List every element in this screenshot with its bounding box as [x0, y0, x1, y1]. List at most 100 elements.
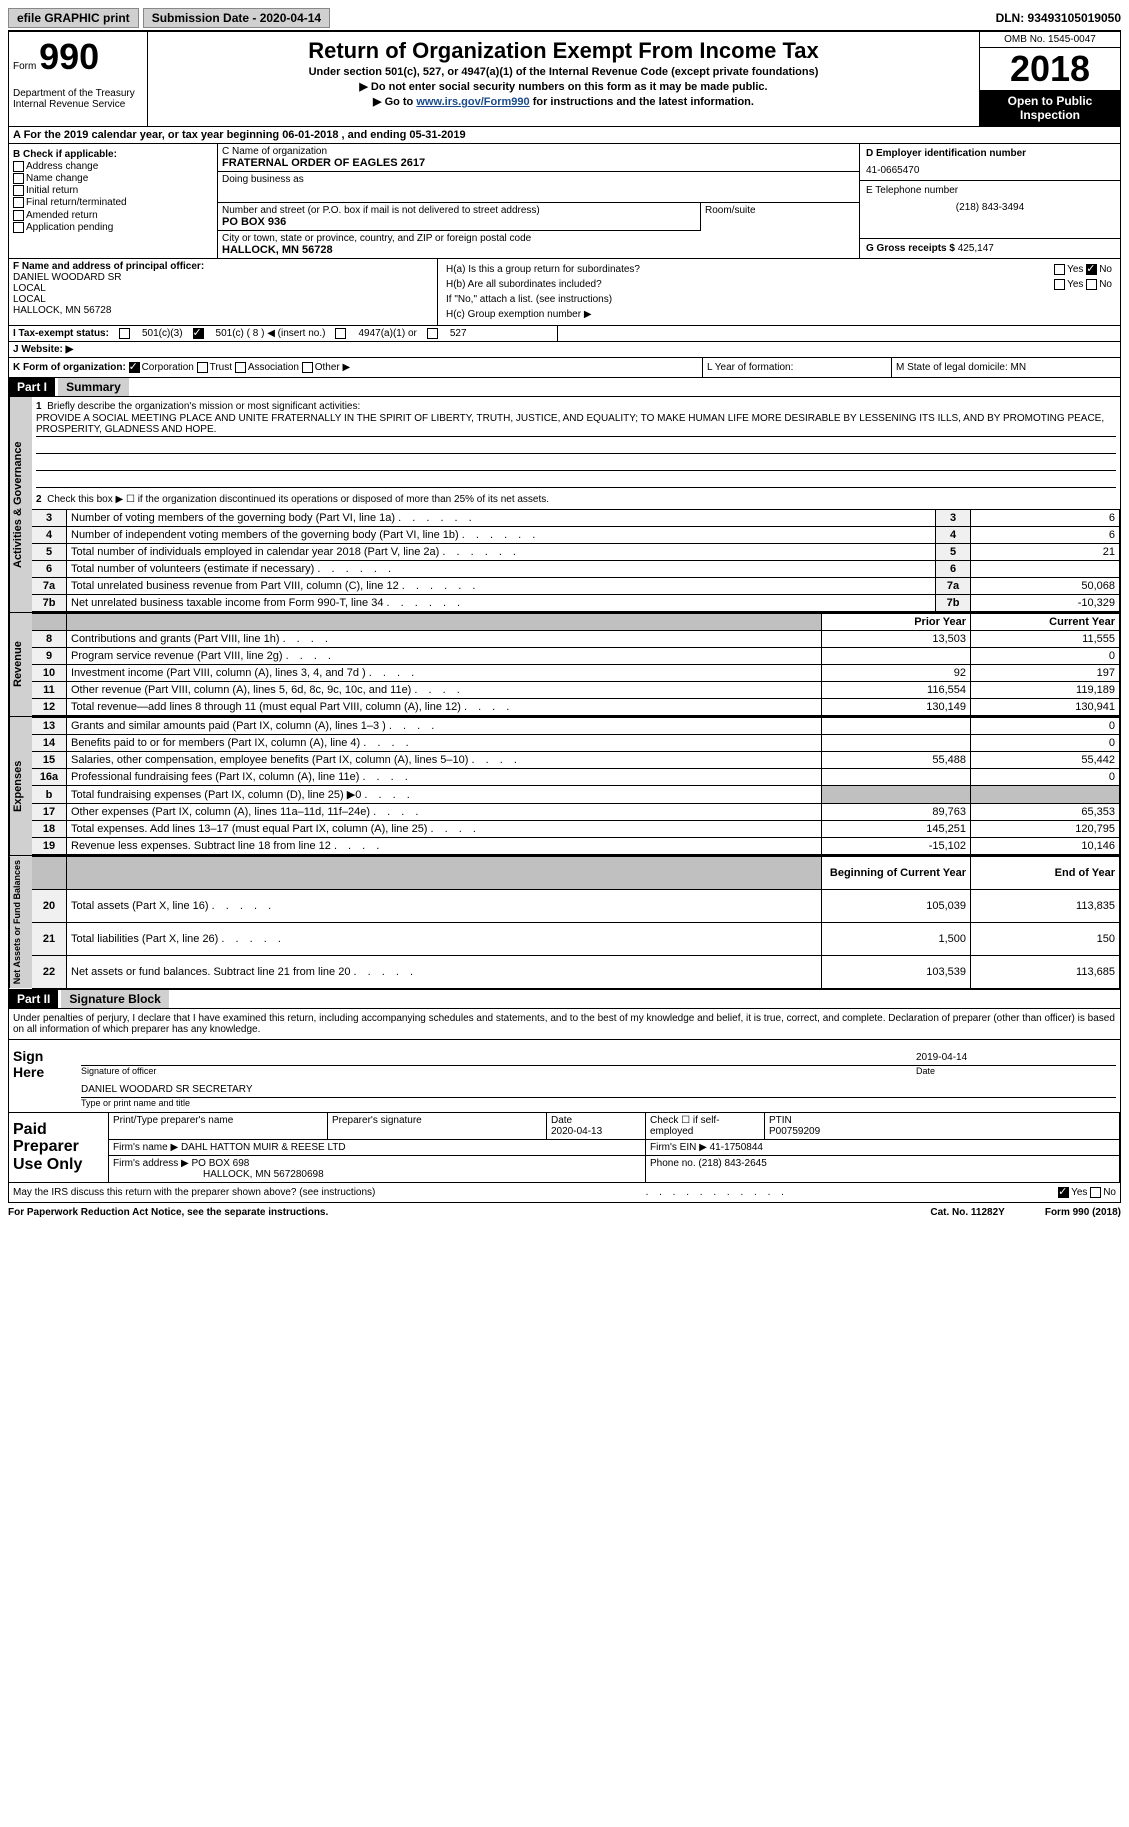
chk-initial[interactable] — [13, 185, 24, 196]
part1-title: Summary — [58, 378, 129, 396]
firm-phone: (218) 843-2645 — [698, 1158, 766, 1169]
tel-value: (218) 843-3494 — [866, 202, 1114, 213]
c-name-label: C Name of organization — [222, 146, 855, 157]
hb-no[interactable] — [1086, 279, 1097, 290]
dba-label: Doing business as — [222, 174, 855, 185]
efile-print-btn[interactable]: efile GRAPHIC print — [8, 8, 139, 28]
side-net-assets: Net Assets or Fund Balances — [9, 856, 32, 988]
prep-sig-label: Preparer's signature — [328, 1113, 547, 1140]
ptin-value: P00759209 — [769, 1126, 820, 1137]
chk-527[interactable] — [427, 328, 438, 339]
officer-name-title: DANIEL WOODARD SR SECRETARY — [81, 1084, 253, 1095]
i-label: I Tax-exempt status: — [13, 328, 109, 339]
mission-text: PROVIDE A SOCIAL MEETING PLACE AND UNITE… — [36, 412, 1116, 437]
header-sub2: ▶ Do not enter social security numbers o… — [156, 80, 971, 93]
sig-date-val: 2019-04-14 — [916, 1052, 1116, 1063]
governance-table: 3Number of voting members of the governi… — [32, 509, 1120, 612]
side-expenses: Expenses — [9, 717, 32, 855]
m-state-domicile: M State of legal domicile: MN — [891, 358, 1120, 377]
row-a-tax-year: A For the 2019 calendar year, or tax yea… — [8, 127, 1121, 144]
officer-name: DANIEL WOODARD SR — [13, 272, 433, 283]
header-sub3: ▶ Go to www.irs.gov/Form990 for instruct… — [156, 95, 971, 108]
q1-label: Briefly describe the organization's miss… — [47, 401, 360, 412]
q2-label: Check this box ▶ ☐ if the organization d… — [47, 494, 549, 505]
chk-amended[interactable] — [13, 210, 24, 221]
net-assets-table: Beginning of Current YearEnd of Year20To… — [32, 856, 1120, 988]
cat-number: Cat. No. 11282Y — [930, 1207, 1004, 1218]
form-number: 990 — [39, 36, 99, 77]
ha-no[interactable] — [1086, 264, 1097, 275]
expenses-table: 13Grants and similar amounts paid (Part … — [32, 717, 1120, 855]
chk-assoc[interactable] — [235, 362, 246, 373]
city-state-zip: HALLOCK, MN 56728 — [222, 244, 855, 256]
open-public-badge: Open to Public Inspection — [980, 90, 1120, 126]
perjury-declaration: Under penalties of perjury, I declare th… — [9, 1009, 1120, 1039]
ein-label: D Employer identification number — [866, 148, 1114, 159]
firm-addr1: PO BOX 698 — [192, 1158, 250, 1169]
ha-yes[interactable] — [1054, 264, 1065, 275]
omb-number: OMB No. 1545-0047 — [980, 32, 1120, 47]
hb-note: If "No," attach a list. (see instruction… — [444, 293, 1114, 306]
chk-pending[interactable] — [13, 222, 24, 233]
chk-name-change[interactable] — [13, 173, 24, 184]
chk-other[interactable] — [302, 362, 313, 373]
col-b-title: B Check if applicable: — [13, 149, 213, 160]
gross-value: 425,147 — [958, 243, 994, 254]
officer-line3: LOCAL — [13, 294, 433, 305]
part2-header: Part II — [9, 990, 58, 1008]
paid-preparer-label: Paid Preparer Use Only — [9, 1113, 109, 1182]
street-address: PO BOX 936 — [222, 216, 696, 228]
org-name: FRATERNAL ORDER OF EAGLES 2617 — [222, 157, 855, 169]
chk-4947[interactable] — [335, 328, 346, 339]
self-employed-check: Check ☐ if self-employed — [646, 1113, 765, 1140]
chk-corp[interactable] — [129, 362, 140, 373]
f-officer-label: F Name and address of principal officer: — [13, 261, 433, 272]
side-governance: Activities & Governance — [9, 397, 32, 612]
irs-link[interactable]: www.irs.gov/Form990 — [416, 96, 529, 108]
chk-address-change[interactable] — [13, 161, 24, 172]
k-label: K Form of organization: — [13, 362, 126, 373]
submission-date: Submission Date - 2020-04-14 — [143, 8, 330, 28]
tel-label: E Telephone number — [866, 185, 1114, 196]
firm-addr2: HALLOCK, MN 567280698 — [203, 1169, 324, 1180]
hb-label: H(b) Are all subordinates included? — [444, 278, 845, 291]
part2-title: Signature Block — [61, 990, 168, 1008]
entity-block: B Check if applicable: Address change Na… — [8, 144, 1121, 259]
col-b-checkboxes: B Check if applicable: Address change Na… — [9, 144, 218, 258]
tax-year: 2018 — [980, 47, 1120, 90]
room-suite-label: Room/suite — [700, 203, 859, 231]
form-label: Form — [13, 61, 36, 72]
discuss-no[interactable] — [1090, 1187, 1101, 1198]
chk-501c3[interactable] — [119, 328, 130, 339]
prep-date-val: 2020-04-13 — [551, 1126, 602, 1137]
chk-501c[interactable] — [193, 328, 204, 339]
sig-officer-label: Signature of officer — [81, 1066, 916, 1076]
firm-ein: 41-1750844 — [710, 1142, 763, 1153]
part1-header: Part I — [9, 378, 55, 396]
firm-name: DAHL HATTON MUIR & REESE LTD — [181, 1142, 346, 1153]
side-revenue: Revenue — [9, 613, 32, 716]
paperwork-notice: For Paperwork Reduction Act Notice, see … — [8, 1207, 328, 1218]
form-footer: Form 990 (2018) — [1045, 1207, 1121, 1218]
l-year-formation: L Year of formation: — [702, 358, 891, 377]
sig-date-label: Date — [916, 1066, 1116, 1076]
officer-city: HALLOCK, MN 56728 — [13, 305, 433, 316]
efile-topbar: efile GRAPHIC print Submission Date - 20… — [8, 8, 1121, 31]
gross-label: G Gross receipts $ — [866, 243, 955, 254]
officer-line2: LOCAL — [13, 283, 433, 294]
header-sub1: Under section 501(c), 527, or 4947(a)(1)… — [156, 66, 971, 78]
chk-final[interactable] — [13, 197, 24, 208]
ein-value: 41-0665470 — [866, 165, 1114, 176]
form-header: Form 990 Department of the Treasury Inte… — [8, 31, 1121, 127]
hc-label: H(c) Group exemption number ▶ — [444, 308, 1114, 321]
sign-here-label: Sign Here — [9, 1040, 77, 1112]
form-title: Return of Organization Exempt From Incom… — [156, 38, 971, 64]
chk-trust[interactable] — [197, 362, 208, 373]
discuss-yes[interactable] — [1058, 1187, 1069, 1198]
prep-name-label: Print/Type preparer's name — [109, 1113, 328, 1140]
city-label: City or town, state or province, country… — [222, 233, 855, 244]
discuss-label: May the IRS discuss this return with the… — [13, 1187, 375, 1198]
addr-label: Number and street (or P.O. box if mail i… — [222, 205, 696, 216]
dept-treasury: Department of the Treasury Internal Reve… — [13, 88, 143, 110]
hb-yes[interactable] — [1054, 279, 1065, 290]
